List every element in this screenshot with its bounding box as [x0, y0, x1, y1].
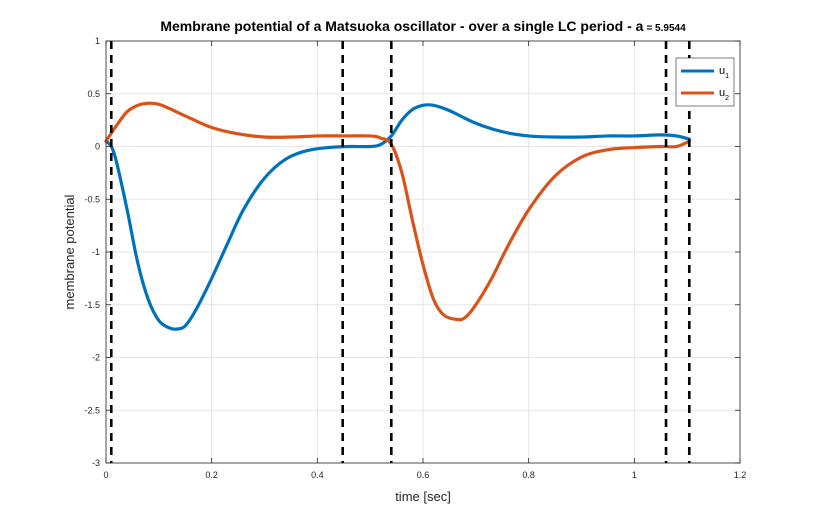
legend-label-u1-name: u: [719, 65, 725, 77]
chart-title: Membrane potential of a Matsuoka oscilla…: [160, 18, 686, 34]
y-tick-label: -2: [92, 353, 100, 363]
legend-label-u2-sub: 2: [725, 95, 729, 102]
series-layer: [104, 101, 691, 331]
chart-title-main: Membrane potential of a Matsuoka oscilla…: [160, 18, 643, 34]
legend-label-u1: u1: [719, 65, 729, 80]
legend-label-u1-sub: 1: [725, 73, 729, 80]
legend-label-u2: u2: [719, 87, 729, 102]
x-tick-label: 1: [632, 470, 637, 480]
x-tick-label: 1.2: [734, 470, 747, 480]
y-tick-label: -2.5: [84, 405, 100, 415]
x-tick-label: 0.6: [417, 470, 430, 480]
x-tick-label: 0: [103, 470, 108, 480]
x-tick-label: 0.8: [522, 470, 535, 480]
series-line-u2: [104, 101, 691, 322]
chart-title-suffix: = 5.9544: [646, 23, 686, 34]
y-tick-label: -0.5: [84, 194, 100, 204]
y-tick-label: -3: [92, 458, 100, 468]
vline-layer: [109, 41, 691, 463]
legend-box: [675, 57, 735, 107]
legend-label-u2-name: u: [719, 87, 725, 99]
y-axis-label: membrane potential: [62, 194, 77, 309]
legend: u1 u2: [675, 57, 735, 107]
y-tick-label: 0.5: [87, 89, 100, 99]
y-tick-label: -1.5: [84, 300, 100, 310]
y-tick-label: -1: [92, 247, 100, 257]
y-tick-label: 1: [95, 36, 100, 46]
y-tick-label: 0: [95, 142, 100, 152]
x-axis-label: time [sec]: [395, 489, 451, 504]
x-tick-label: 0.2: [205, 470, 218, 480]
series-line-u1: [104, 103, 691, 331]
x-tick-label: 0.4: [311, 470, 324, 480]
tick-layer: 0 0.2 0.4 0.6 0.8 1 1.2 1 0.5 0 -0.5 -1 -1.5 -2 -2.5 -3: [84, 36, 746, 480]
